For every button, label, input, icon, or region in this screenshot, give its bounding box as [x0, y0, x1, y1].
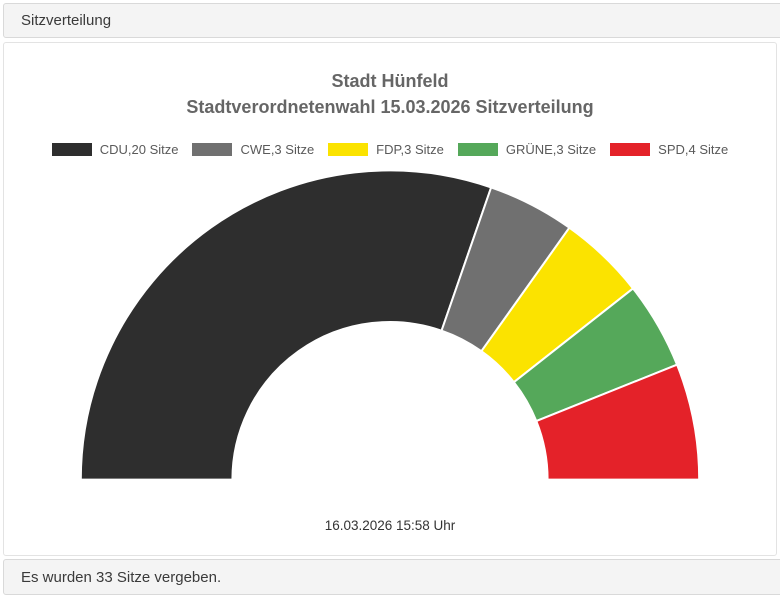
legend-label-cdu: CDU,20 Sitze: [99, 142, 179, 157]
chart-title: Stadt Hünfeld Stadtverordnetenwahl 15.03…: [4, 68, 776, 120]
chart-title-line2: Stadtverordnetenwahl 15.03.2026 Sitzvert…: [186, 97, 594, 117]
gauge-chart: [4, 168, 776, 482]
legend-item-spd: SPD,4 Sitze: [610, 142, 728, 157]
chart-title-line1: Stadt Hünfeld: [331, 71, 449, 91]
gauge-segment-cdu[interactable]: [79, 169, 493, 481]
gauge-segment-spd[interactable]: [535, 363, 701, 481]
chart-legend: CDU,20 Sitze CWE,3 Sitze FDP,3 Sitze GRÜNE,…: [4, 142, 776, 157]
panel-header-title: Sitzverteilung: [21, 12, 112, 29]
legend-swatch-grne: [457, 143, 498, 156]
legend-swatch-cdu: [51, 143, 92, 156]
legend-label-cwe: CWE,3 Sitze: [240, 142, 315, 157]
legend-swatch-spd: [610, 143, 651, 156]
legend-label-spd: SPD,4 Sitze: [658, 142, 729, 157]
chart-panel: Stadt Hünfeld Stadtverordnetenwahl 15.03…: [3, 42, 777, 556]
legend-item-fdp: FDP,3 Sitze: [328, 142, 444, 157]
status-text: Es wurden 33 Sitze vergeben.: [21, 568, 222, 586]
chart-timestamp: 16.03.2026 15:58 Uhr: [324, 518, 456, 533]
panel-header: Sitzverteilung: [3, 3, 780, 38]
legend-label-fdp: FDP,3 Sitze: [376, 142, 444, 157]
legend-swatch-fdp: [328, 143, 369, 156]
legend-item-cdu: CDU,20 Sitze: [51, 142, 179, 157]
legend-label-grne: GRÜNE,3 Sitze: [505, 142, 597, 157]
status-bar: Es wurden 33 Sitze vergeben.: [3, 559, 780, 595]
legend-item-grne: GRÜNE,3 Sitze: [457, 142, 597, 157]
legend-item-cwe: CWE,3 Sitze: [192, 142, 314, 157]
seat-distribution-gauge: [79, 169, 701, 481]
legend-swatch-cwe: [192, 143, 233, 156]
